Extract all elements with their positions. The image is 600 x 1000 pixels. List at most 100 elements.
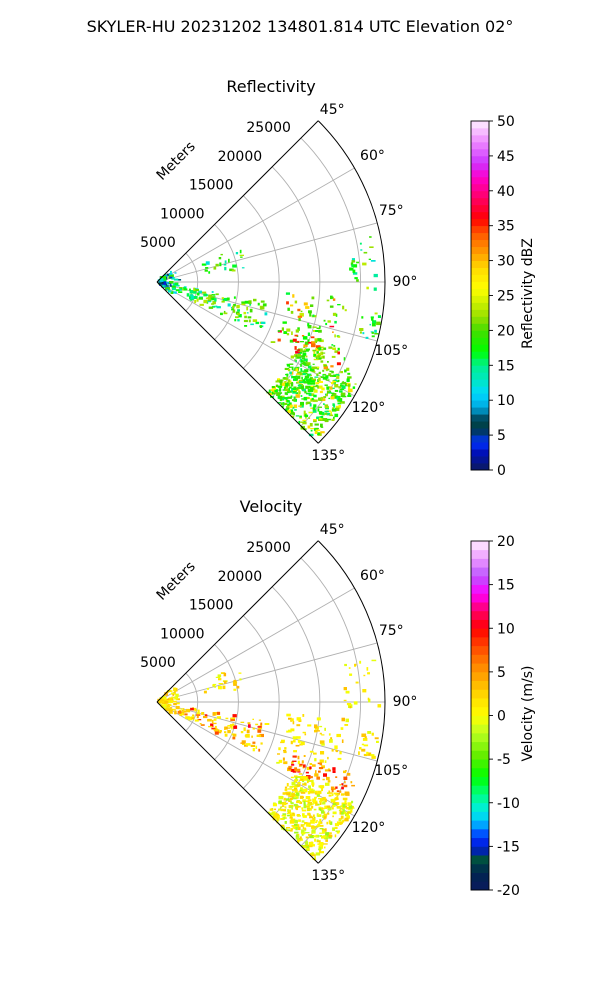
echo-gate	[169, 704, 172, 707]
radial-tick-label: 5000	[140, 655, 176, 671]
echo-gate	[257, 726, 262, 728]
echo-gate	[279, 381, 282, 386]
echo-gate	[278, 747, 281, 751]
outer-arc	[317, 120, 386, 444]
echo-gate	[344, 805, 348, 808]
echo-gate	[305, 372, 308, 375]
echo-gate	[203, 715, 207, 719]
colorbar: 0 5 10 15 20 25 30 35 40 45 50 Reflectivity dBZ	[470, 114, 536, 479]
colorbar-swatch	[471, 872, 489, 882]
echo-gate	[298, 819, 301, 822]
echo-gate	[322, 418, 328, 421]
echo-gate	[332, 312, 337, 316]
angle-tick-label: 105°	[374, 763, 408, 779]
echo-gate	[297, 375, 301, 379]
colorbar-swatch	[471, 785, 489, 795]
echo-gate	[312, 814, 315, 818]
echo-gate	[244, 325, 248, 327]
echo-gate	[343, 357, 346, 361]
echo-gate	[333, 345, 336, 347]
echo-gate	[318, 845, 324, 849]
echo-gate	[306, 397, 310, 400]
echo-gate	[290, 355, 294, 359]
echo-gate	[280, 402, 283, 406]
colorbar-tick-label: 20	[497, 323, 515, 339]
echo-gate	[309, 403, 312, 407]
echo-gate	[308, 378, 312, 382]
echo-gate	[332, 403, 335, 407]
echo-gate	[168, 709, 173, 713]
echo-gate	[307, 791, 311, 795]
echo-gate	[301, 777, 303, 781]
echo-gate	[313, 371, 316, 373]
colorbar-tick-label: -15	[497, 839, 520, 855]
echo-gate	[319, 849, 321, 854]
colorbar-swatch	[471, 698, 489, 708]
colorbar-tick-label: 15	[497, 358, 515, 374]
echo-gate	[317, 408, 320, 412]
echo-gate	[166, 288, 169, 291]
echo-gate	[301, 829, 305, 833]
echo-gate	[241, 303, 246, 306]
echo-gate	[318, 357, 322, 360]
colorbar-swatch	[471, 724, 489, 734]
colorbar-swatch	[471, 645, 489, 655]
echo-gate	[377, 704, 382, 708]
echo-gate	[297, 739, 301, 743]
echo-gate	[194, 708, 197, 712]
echo-gate	[207, 299, 212, 302]
echo-gate	[296, 807, 298, 811]
echo-gate	[325, 407, 329, 410]
echo-gate	[335, 776, 338, 778]
echo-gate	[356, 261, 359, 264]
echo-gate	[290, 310, 294, 314]
echo-gate	[211, 291, 214, 293]
panel-title: Reflectivity	[226, 77, 315, 96]
echo-gate	[312, 817, 316, 822]
echo-gate	[300, 421, 303, 423]
echo-gate	[166, 285, 169, 287]
echo-gate	[306, 392, 310, 395]
echo-gate	[338, 404, 341, 408]
echo-gate	[216, 306, 221, 309]
echo-gate	[249, 308, 253, 313]
echo-gate	[301, 846, 307, 849]
echo-gate	[233, 725, 238, 729]
reflectivity-panel: Reflectivity45°60°75°90°105°120°135°5000…	[140, 77, 536, 479]
echo-gate	[198, 290, 202, 294]
echo-gate	[342, 803, 346, 808]
echo-gate	[291, 331, 293, 335]
echo-gate	[196, 292, 200, 296]
echo-gate	[293, 739, 296, 743]
echo-gate	[341, 783, 344, 786]
echo-gate	[290, 796, 294, 798]
echo-gate	[308, 392, 312, 397]
echo-gate	[294, 387, 299, 391]
echo-gate	[297, 776, 302, 778]
echo-gate	[207, 296, 211, 300]
echo-gate	[196, 298, 199, 302]
echo-gate	[370, 260, 376, 262]
echo-gate	[339, 751, 342, 755]
colorbar-swatch	[471, 750, 489, 760]
echo-gate	[342, 305, 345, 310]
echo-gate	[224, 726, 226, 730]
echo-gate	[312, 408, 316, 411]
echo-gate	[211, 719, 214, 724]
colorbar-swatch	[471, 204, 489, 213]
echo-gate	[283, 761, 288, 765]
echo-gate	[301, 809, 307, 812]
echo-gate	[173, 278, 179, 281]
echo-gate	[293, 386, 297, 389]
echo-gate	[175, 289, 181, 292]
echo-gate	[277, 395, 281, 399]
colorbar-swatch	[471, 549, 489, 559]
colorbar-swatch	[471, 379, 489, 387]
echo-gate	[336, 335, 340, 337]
echo-gate	[327, 780, 331, 783]
colorbar-tick-label: 15	[497, 578, 515, 594]
colorbar-swatch	[471, 323, 489, 331]
colorbar-swatch	[471, 330, 489, 338]
echo-gate	[248, 724, 251, 728]
echo-gate	[214, 686, 216, 688]
